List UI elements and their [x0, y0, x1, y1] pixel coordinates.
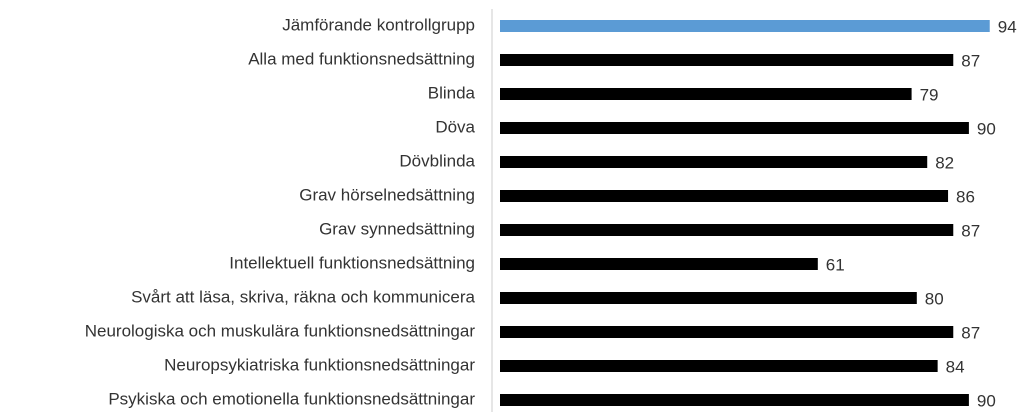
bar [500, 292, 917, 304]
bar [500, 54, 954, 66]
category-label: Intellektuell funktionsnedsättning [229, 253, 475, 272]
category-label: Döva [435, 117, 475, 136]
data-label: 90 [977, 391, 996, 410]
data-label: 61 [826, 255, 845, 274]
data-label: 82 [935, 153, 954, 172]
bar [500, 394, 969, 406]
bar [500, 326, 954, 338]
data-label: 94 [998, 17, 1017, 36]
bar [500, 258, 818, 270]
data-label: 87 [961, 221, 980, 240]
category-label: Blinda [428, 83, 476, 102]
category-label: Psykiska och emotionella funktionsnedsät… [108, 389, 475, 408]
bar [500, 156, 928, 168]
category-label: Alla med funktionsnedsättning [248, 49, 475, 68]
data-label: 84 [946, 357, 965, 376]
data-label: 87 [961, 323, 980, 342]
category-label: Neurologiska och muskulära funktionsneds… [85, 321, 476, 340]
data-label: 80 [925, 289, 944, 308]
category-label: Dövblinda [399, 151, 475, 170]
data-label: 79 [920, 85, 939, 104]
bar [500, 190, 949, 202]
category-label: Jämförande kontrollgrupp [282, 15, 475, 34]
category-label: Neuropsykiatriska funktionsnedsättningar [164, 355, 475, 374]
data-label: 90 [977, 119, 996, 138]
bar [500, 360, 938, 372]
data-label: 86 [956, 187, 975, 206]
bar [500, 20, 990, 32]
bar [500, 122, 969, 134]
data-label: 87 [961, 51, 980, 70]
category-label: Grav synnedsättning [319, 219, 475, 238]
bar [500, 224, 954, 236]
category-label: Svårt att läsa, skriva, räkna och kommun… [131, 287, 475, 306]
bar [500, 88, 912, 100]
category-label: Grav hörselnedsättning [299, 185, 475, 204]
